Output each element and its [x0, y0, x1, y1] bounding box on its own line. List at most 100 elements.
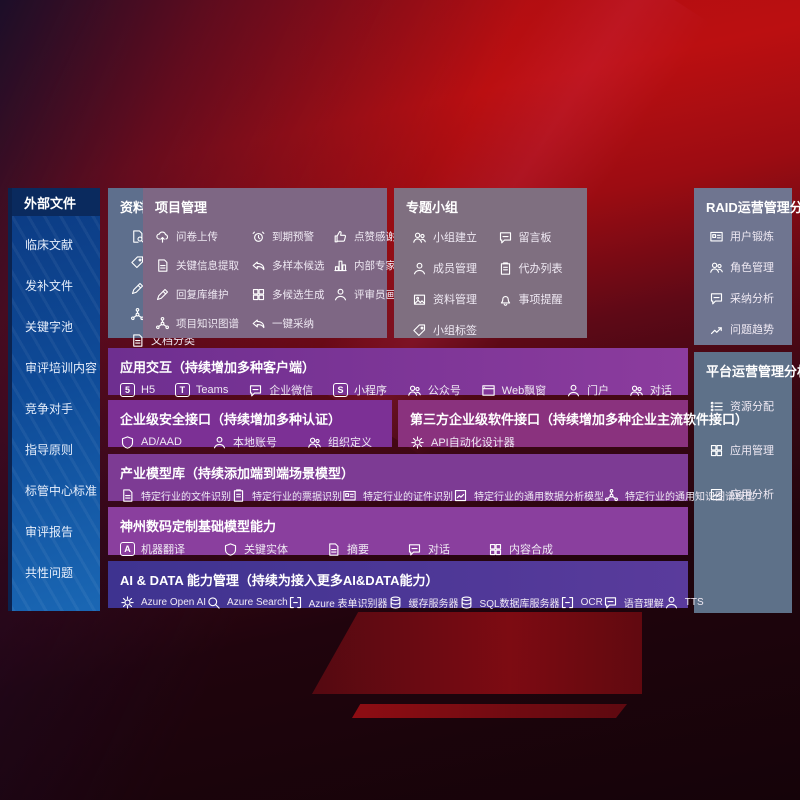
panel-item[interactable]: OCR [560, 595, 603, 610]
panel-item[interactable]: 指导原则 [25, 441, 96, 458]
item-label: 本地账号 [232, 437, 277, 449]
panel-item[interactable]: 事项提醒 [498, 291, 584, 307]
item-label: 关键字池 [25, 320, 74, 334]
panel-item[interactable]: 对话 [629, 382, 672, 398]
panel-item[interactable]: 缓存服务器 [388, 595, 459, 610]
panel-item[interactable]: 应用分析 [709, 486, 790, 502]
panel-item[interactable]: 5 H5 [120, 383, 155, 397]
ocr-icon [560, 595, 575, 610]
panel-item[interactable]: 回复库维护 [155, 287, 251, 302]
panel-item[interactable]: 多样本候选 [251, 258, 333, 273]
panel-item[interactable]: 摘要 [326, 541, 369, 557]
item-label: 关键信息提取 [176, 260, 239, 272]
panel-item[interactable]: 特定行业的通用数据分析模型 [453, 488, 604, 503]
panel-item[interactable]: TTS [664, 595, 704, 610]
item-label: 标管中心标准 [25, 484, 98, 498]
panel-item[interactable]: 公众号 [407, 382, 461, 398]
panel-item[interactable]: Azure Open AI [120, 595, 206, 610]
tts-icon [664, 595, 679, 610]
panel-item[interactable]: 项目知识图谱 [155, 316, 251, 331]
org-definition-icon [307, 435, 322, 450]
panel-item[interactable]: 对话 [407, 541, 450, 557]
panel-item[interactable]: 竞争对手 [25, 400, 96, 417]
panel-project-title: 项目管理 [155, 200, 208, 215]
panel-item[interactable]: 问题趋势 [709, 321, 790, 337]
panel-item[interactable]: Web飘窗 [481, 382, 546, 398]
panel-item[interactable]: 本地账号 [212, 434, 277, 450]
speech-understanding-icon [603, 595, 618, 610]
panel-item[interactable]: 成员管理 [412, 260, 498, 276]
item-label: 资料管理 [433, 294, 477, 306]
item-label: 资源分配 [730, 401, 774, 413]
panel-item[interactable]: 共性问题 [25, 564, 96, 581]
panel-item[interactable]: 关键字池 [25, 318, 96, 335]
api-designer-icon [410, 435, 425, 450]
panel-item[interactable]: Azure 表单识别器 [288, 595, 388, 610]
sidebar-item-list: 临床文献发补文件关键字池审评培训内容 竞争对手指导原则标管中心标准 审评报告共性问题 [12, 216, 100, 581]
panel-item[interactable]: 一键采纳 [251, 316, 333, 331]
panel-item[interactable]: 小组标签 [412, 322, 498, 338]
panel-item[interactable]: 关键实体 [223, 541, 288, 557]
panel-item[interactable]: 临床文献 [25, 236, 96, 253]
panel-item[interactable]: 资源分配 [709, 398, 790, 414]
panel-item[interactable]: 资料管理 [412, 291, 498, 307]
panel-item[interactable]: 角色管理 [709, 259, 790, 275]
panel-item[interactable]: 到期预警 [251, 229, 333, 244]
item-label: 到期预警 [272, 231, 314, 243]
panel-item[interactable]: 文档分类 [130, 332, 231, 348]
panel-group-title: 专题小组 [406, 200, 459, 215]
item-label: 采纳分析 [730, 293, 774, 305]
item-label: 项目知识图谱 [176, 318, 239, 330]
panel-item[interactable]: S 小程序 [333, 382, 387, 398]
message-board-icon [498, 230, 513, 245]
wechat-work-icon [248, 383, 263, 398]
panel-item[interactable]: 发补文件 [25, 277, 96, 294]
panel-item[interactable]: 多候选生成 [251, 287, 333, 302]
file-recognition-icon [120, 488, 135, 503]
panel-item[interactable]: 特定行业的证件识别 [342, 488, 453, 503]
panel-item[interactable]: 留言板 [498, 229, 584, 245]
item-label: 小程序 [354, 385, 388, 397]
item-label: 点赞感谢 [354, 231, 396, 243]
panel-item[interactable]: 企业微信 [248, 382, 313, 398]
panel-item[interactable]: AD/AAD [120, 435, 182, 450]
panel-item[interactable]: 点赞感谢 [333, 229, 417, 244]
panel-item[interactable]: 组织定义 [307, 434, 372, 450]
panel-item[interactable]: 语音理解 [603, 595, 664, 610]
app-manage-icon [709, 443, 724, 458]
panel-industry-models: 产业模型库（持续添加端到端场景模型） 特定行业的文件识别 特定行业的票据识别 特定行… [108, 454, 755, 503]
panel-item[interactable]: 用户锻炼 [709, 228, 790, 244]
panel-item[interactable]: 特定行业的票据识别 [231, 488, 342, 503]
panel-item[interactable]: 小组建立 [412, 229, 498, 245]
capability-map: 外部文件 临床文献 发补文件 关键字池 审评培训内容 竞争对手 指导原则 标管中心标准 审评报… [8, 186, 800, 613]
item-label: 对话 [649, 385, 672, 397]
form-recognizer-icon [288, 595, 303, 610]
panel-item[interactable]: T Teams [174, 383, 228, 397]
item-label: 小组标签 [433, 325, 477, 337]
panel-item[interactable]: 审评培训内容 [25, 359, 97, 376]
panel-item[interactable]: 应用管理 [709, 442, 790, 458]
reply-library-icon [155, 287, 170, 302]
panel-item[interactable]: 评审员画像 [333, 287, 417, 302]
item-label: 门户 [587, 385, 610, 397]
one-click-adopt-icon [251, 316, 266, 331]
panel-app-interaction: 应用交互（持续增加多种客户端） 5 H5 T Teams 企业微信 S 小程序 公众号 Web飘… [108, 348, 688, 398]
panel-item[interactable]: 审评报告 [25, 523, 96, 540]
panel-item[interactable]: 代办列表 [498, 260, 584, 276]
panel-item[interactable]: SQL数据库服务器 [459, 595, 560, 610]
panel-item[interactable]: 特定行业的通用知识图谱模型 [604, 488, 755, 503]
panel-item[interactable]: 特定行业的文件识别 [120, 488, 231, 503]
panel-item[interactable]: 标管中心标准 [25, 482, 98, 499]
panel-item[interactable]: API自动化设计器 [410, 434, 515, 450]
panel-item[interactable]: 门户 [566, 382, 609, 398]
panel-item[interactable]: 内容合成 [488, 541, 553, 557]
item-label: 共性问题 [25, 566, 74, 580]
item-label: 企业微信 [269, 385, 314, 397]
expert-ranking-icon [333, 258, 348, 273]
panel-item[interactable]: 关键信息提取 [155, 258, 251, 273]
panel-item[interactable]: 问卷上传 [155, 229, 251, 244]
panel-item[interactable]: 采纳分析 [709, 290, 790, 306]
panel-item[interactable]: A 机器翻译 [120, 541, 185, 557]
panel-interaction-title: 应用交互（持续增加多种客户端） [120, 360, 316, 375]
panel-item[interactable]: Azure Search [206, 595, 288, 610]
